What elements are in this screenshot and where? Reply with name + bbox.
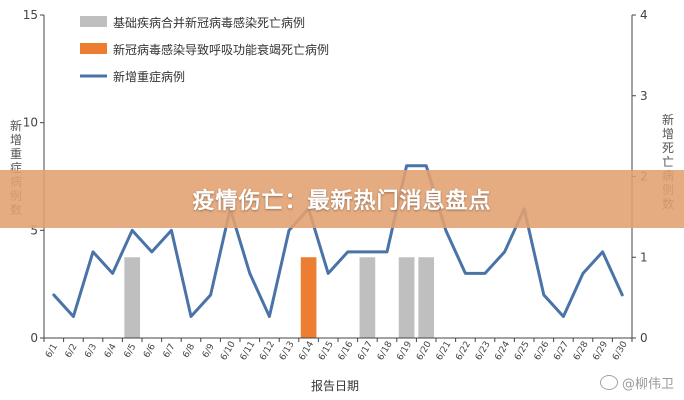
legend-item: 新冠病毒感染导致呼吸功能衰竭死亡病例	[80, 42, 329, 57]
x-tick-label: 6/23	[474, 340, 493, 363]
left-tick-label: 15	[23, 8, 38, 22]
legend-swatch	[80, 43, 107, 54]
x-tick-label: 6/30	[611, 340, 630, 363]
x-tick-label: 6/9	[201, 342, 217, 360]
x-tick-label: 6/14	[297, 340, 316, 363]
x-tick-label: 6/2	[64, 342, 80, 360]
bar	[398, 257, 415, 338]
x-tick-label: 6/26	[533, 340, 552, 363]
axis-title-char: 新	[662, 112, 674, 127]
legend-item: 新增重症病例	[80, 69, 185, 84]
x-tick-label: 6/5	[123, 342, 139, 360]
right-tick-label: 1	[640, 250, 648, 264]
x-tick-label: 6/13	[278, 340, 297, 363]
legend-label: 新冠病毒感染导致呼吸功能衰竭死亡病例	[113, 42, 329, 57]
x-tick-label: 6/10	[219, 340, 238, 363]
right-tick-label: 4	[640, 8, 648, 22]
x-tick-label: 6/22	[454, 340, 473, 363]
axis-title-char: 重	[10, 147, 22, 161]
x-tick-label: 6/4	[103, 342, 119, 360]
x-tick-label: 6/17	[356, 340, 375, 363]
x-tick-label: 6/20	[415, 340, 434, 363]
x-tick-label: 6/28	[572, 340, 591, 363]
bar	[300, 257, 317, 338]
axis-title-char: 增	[10, 133, 22, 147]
title-banner: 疫情伤亡：最新热门消息盘点	[0, 170, 684, 228]
banner-title: 疫情伤亡：最新热门消息盘点	[192, 189, 492, 214]
x-tick-label: 6/19	[395, 340, 414, 363]
bar	[359, 257, 376, 338]
left-tick-label: 5	[30, 223, 38, 237]
x-tick-label: 6/18	[376, 340, 395, 363]
weibo-icon	[599, 375, 618, 390]
x-tick-label: 6/16	[337, 340, 356, 363]
x-tick-label: 6/15	[317, 340, 336, 363]
x-tick-label: 6/24	[493, 340, 512, 363]
x-tick-label: 6/29	[591, 340, 610, 363]
watermark: @柳伟卫	[599, 373, 674, 392]
right-tick-label: 3	[640, 89, 648, 103]
axis-title-char: 新	[10, 118, 22, 133]
bar	[124, 257, 141, 338]
x-tick-label: 6/27	[552, 340, 571, 363]
watermark-text: @柳伟卫	[621, 377, 674, 392]
x-tick-label: 6/12	[258, 340, 277, 363]
axis-title-char: 增	[662, 127, 674, 141]
x-tick-label: 6/8	[181, 342, 197, 360]
axis-title-char: 死	[662, 141, 674, 155]
axis-title-char: 亡	[662, 155, 674, 169]
x-tick-label: 6/1	[44, 342, 60, 360]
x-tick-label: 6/6	[142, 342, 158, 360]
left-tick-label: 10	[23, 116, 38, 130]
legend-item: 基础疾病合并新冠病毒感染死亡病例	[80, 15, 305, 30]
legend-swatch	[80, 16, 107, 27]
x-tick-label: 6/7	[162, 342, 178, 360]
x-tick-label: 6/21	[435, 340, 454, 363]
legend-label: 新增重症病例	[113, 69, 185, 84]
bar	[418, 257, 435, 338]
left-tick-label: 0	[30, 331, 38, 345]
legend-label: 基础疾病合并新冠病毒感染死亡病例	[113, 15, 305, 30]
x-tick-label: 6/3	[83, 342, 99, 360]
x-tick-label: 6/11	[239, 340, 258, 363]
right-tick-label: 0	[640, 331, 648, 345]
x-axis-label: 报告日期	[311, 378, 359, 393]
x-tick-label: 6/25	[513, 340, 532, 363]
